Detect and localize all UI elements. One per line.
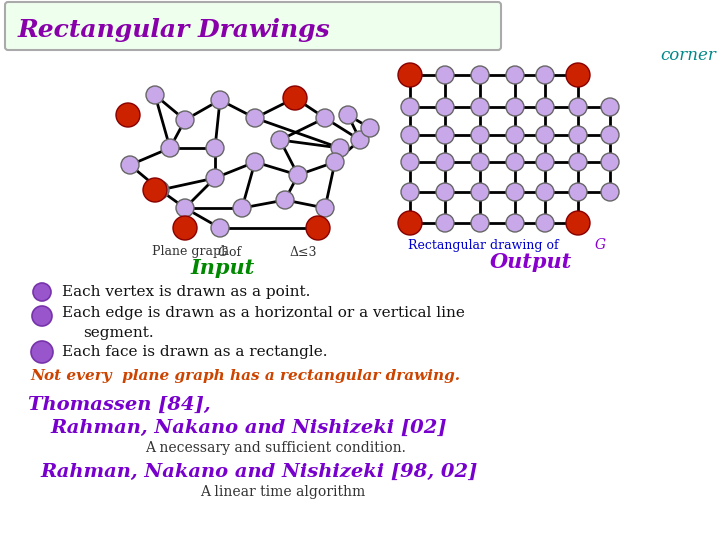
Text: G: G	[218, 246, 228, 259]
Circle shape	[471, 126, 489, 144]
Circle shape	[161, 139, 179, 157]
Circle shape	[326, 153, 344, 171]
Circle shape	[436, 66, 454, 84]
Text: Rectangular drawing of: Rectangular drawing of	[408, 239, 559, 252]
Circle shape	[176, 199, 194, 217]
Circle shape	[506, 183, 524, 201]
Text: of: of	[225, 246, 241, 259]
Text: G: G	[595, 238, 606, 252]
FancyBboxPatch shape	[5, 2, 501, 50]
Text: Not every  plane graph has a rectangular drawing.: Not every plane graph has a rectangular …	[30, 369, 460, 383]
Circle shape	[143, 178, 167, 202]
Circle shape	[536, 183, 554, 201]
Circle shape	[536, 126, 554, 144]
Circle shape	[176, 111, 194, 129]
Circle shape	[566, 63, 590, 87]
Text: Each edge is drawn as a horizontal or a vertical line: Each edge is drawn as a horizontal or a …	[62, 306, 465, 320]
Circle shape	[31, 341, 53, 363]
Circle shape	[306, 216, 330, 240]
Circle shape	[471, 153, 489, 171]
Text: A necessary and sufficient condition.: A necessary and sufficient condition.	[145, 441, 406, 455]
Circle shape	[601, 98, 619, 116]
Text: Rahman, Nakano and Nishizeki [02]: Rahman, Nakano and Nishizeki [02]	[50, 419, 446, 437]
Circle shape	[436, 153, 454, 171]
Circle shape	[436, 183, 454, 201]
Circle shape	[121, 156, 139, 174]
Text: Each vertex is drawn as a point.: Each vertex is drawn as a point.	[62, 285, 310, 299]
Circle shape	[436, 98, 454, 116]
Circle shape	[401, 98, 419, 116]
Circle shape	[471, 66, 489, 84]
Circle shape	[361, 119, 379, 137]
Circle shape	[33, 283, 51, 301]
Circle shape	[536, 66, 554, 84]
Circle shape	[601, 153, 619, 171]
Circle shape	[536, 214, 554, 232]
Circle shape	[316, 109, 334, 127]
Text: segment.: segment.	[83, 326, 153, 340]
Circle shape	[569, 98, 587, 116]
Circle shape	[566, 211, 590, 235]
Text: Rectangular Drawings: Rectangular Drawings	[18, 18, 330, 42]
Circle shape	[506, 126, 524, 144]
Circle shape	[211, 91, 229, 109]
Text: corner: corner	[660, 46, 716, 64]
Circle shape	[151, 181, 169, 199]
Circle shape	[401, 153, 419, 171]
Text: Δ≤3: Δ≤3	[290, 246, 318, 259]
Circle shape	[351, 131, 369, 149]
Circle shape	[276, 191, 294, 209]
Circle shape	[471, 98, 489, 116]
Text: Thomassen [84],: Thomassen [84],	[28, 396, 211, 414]
Circle shape	[289, 166, 307, 184]
Circle shape	[271, 131, 289, 149]
Text: Each face is drawn as a rectangle.: Each face is drawn as a rectangle.	[62, 345, 328, 359]
Circle shape	[569, 153, 587, 171]
Circle shape	[146, 86, 164, 104]
Circle shape	[116, 103, 140, 127]
Circle shape	[309, 219, 327, 237]
Circle shape	[211, 219, 229, 237]
Circle shape	[173, 216, 197, 240]
Circle shape	[601, 126, 619, 144]
Circle shape	[206, 169, 224, 187]
Text: Output: Output	[490, 252, 572, 272]
Text: A linear time algorithm: A linear time algorithm	[200, 485, 365, 499]
Circle shape	[569, 126, 587, 144]
Circle shape	[233, 199, 251, 217]
Circle shape	[286, 89, 304, 107]
Circle shape	[283, 86, 307, 110]
Circle shape	[436, 214, 454, 232]
Circle shape	[569, 183, 587, 201]
Circle shape	[401, 126, 419, 144]
Text: Plane graph: Plane graph	[152, 246, 233, 259]
Circle shape	[506, 214, 524, 232]
Circle shape	[206, 139, 224, 157]
Circle shape	[398, 63, 422, 87]
Circle shape	[246, 153, 264, 171]
Circle shape	[471, 214, 489, 232]
Circle shape	[506, 98, 524, 116]
Circle shape	[536, 98, 554, 116]
Circle shape	[506, 153, 524, 171]
Circle shape	[331, 139, 349, 157]
Circle shape	[506, 66, 524, 84]
Circle shape	[339, 106, 357, 124]
Circle shape	[401, 183, 419, 201]
Circle shape	[601, 183, 619, 201]
Circle shape	[32, 306, 52, 326]
Text: Rahman, Nakano and Nishizeki [98, 02]: Rahman, Nakano and Nishizeki [98, 02]	[40, 463, 477, 481]
Circle shape	[471, 183, 489, 201]
Circle shape	[436, 126, 454, 144]
Text: Input: Input	[190, 258, 254, 278]
Circle shape	[398, 211, 422, 235]
Circle shape	[316, 199, 334, 217]
Circle shape	[536, 153, 554, 171]
Circle shape	[246, 109, 264, 127]
